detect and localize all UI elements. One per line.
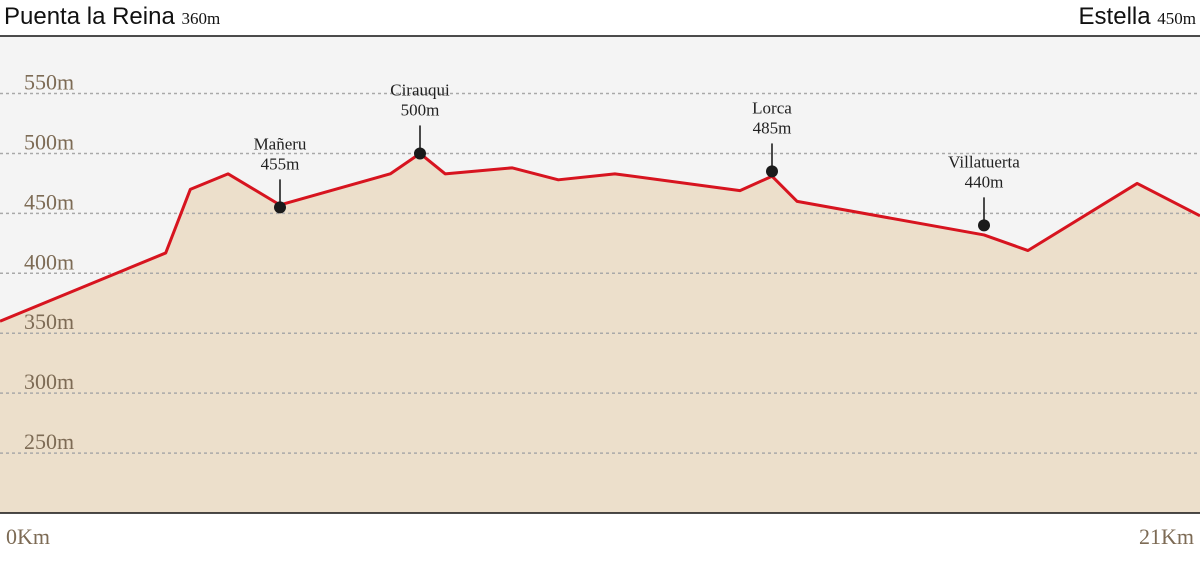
annotation-marker [978,219,990,232]
annotation-marker [414,147,426,160]
elevation-line [0,151,1200,323]
annotation-value: 485m [753,118,792,137]
annotation-marker [766,165,778,178]
start-name-text: Puenta la Reina [4,3,175,30]
annotation-value: 500m [401,100,440,119]
x-tick-label: 21Km [1139,524,1194,549]
end-name-text: Estella [1079,3,1152,30]
y-tick-label: 250m [24,429,74,454]
y-tick-label: 400m [24,249,74,274]
start-elevation: 360m [181,9,220,28]
annotation-marker [274,201,286,214]
end-elevation: 450m [1157,9,1196,28]
end-name: Estella 450m [1079,3,1196,30]
annotation-value: 455m [261,154,300,173]
y-tick-label: 350m [24,309,74,334]
x-tick-label: 0Km [6,524,50,549]
annotation-value: 440m [965,172,1004,191]
annotation-name: Cirauqui [390,80,450,99]
y-tick-label: 300m [24,369,74,394]
y-tick-label: 500m [24,129,74,154]
start-name: Puenta la Reina 360m [4,3,220,30]
annotation-name: Mañeru [254,134,307,153]
annotation-name: Lorca [752,98,792,117]
annotation-name: Villatuerta [948,152,1020,171]
y-tick-label: 450m [24,189,74,214]
y-tick-label: 550m [24,70,74,95]
